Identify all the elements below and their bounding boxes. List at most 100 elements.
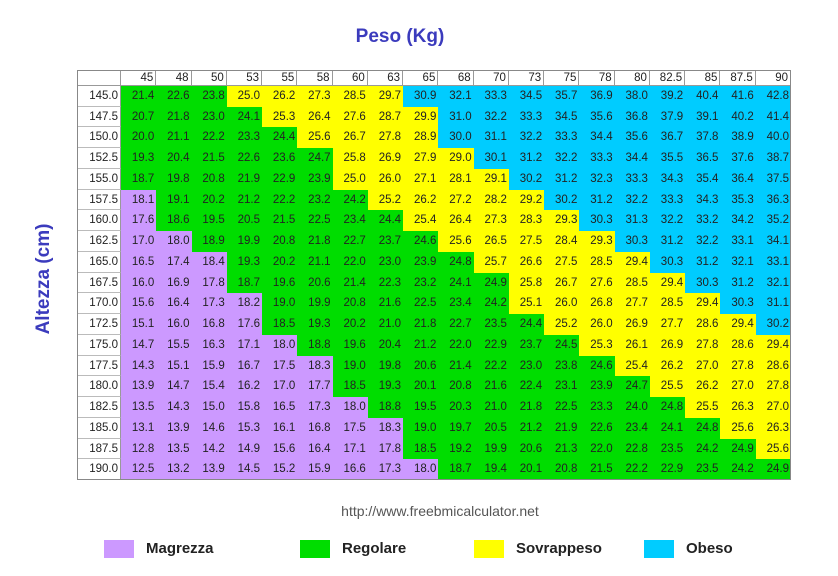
bmi-cell: 23.8 [191, 86, 227, 107]
bmi-cell: 31.3 [614, 210, 650, 232]
bmi-cell: 36.9 [579, 86, 615, 107]
weight-header: 53 [226, 70, 263, 86]
bmi-cell: 17.8 [191, 272, 227, 294]
bmi-cell: 35.5 [649, 148, 686, 169]
bmi-cell: 27.7 [649, 314, 686, 335]
legend-label: Obeso [686, 540, 733, 557]
source-url[interactable]: http://www.freebmicalculator.net [341, 503, 539, 519]
bmi-cell: 18.0 [262, 334, 298, 356]
bmi-cell: 40.2 [720, 106, 756, 128]
bmi-cell: 18.4 [191, 251, 227, 273]
bmi-cell: 25.2 [367, 189, 404, 211]
bmi-cell: 36.3 [755, 189, 791, 211]
bmi-cell: 30.2 [508, 168, 545, 190]
bmi-cell: 33.3 [614, 168, 650, 190]
weight-header: 80 [614, 70, 650, 86]
bmi-cell: 32.3 [579, 168, 615, 190]
bmi-cell: 32.1 [755, 272, 791, 294]
bmi-cell: 14.3 [156, 397, 192, 418]
bmi-cell: 31.0 [438, 106, 474, 128]
bmi-cell: 37.6 [720, 148, 756, 169]
bmi-cell: 20.6 [297, 272, 333, 294]
bmi-table: 45 48 50 53 55 58 60 63 65 68 70 73 75 78 80 82.5 85 87.5… [77, 70, 791, 480]
bmi-cell: 16.0 [121, 272, 157, 294]
bmi-cell: 25.1 [508, 293, 545, 315]
bmi-cell: 32.2 [685, 231, 721, 252]
bmi-cell: 18.3 [297, 355, 333, 377]
bmi-cell: 27.3 [473, 210, 509, 232]
bmi-cell: 24.9 [473, 272, 509, 294]
bmi-cell: 19.1 [156, 189, 192, 211]
bmi-cell: 23.7 [508, 334, 545, 356]
bmi-cell: 22.6 [579, 417, 615, 439]
bmi-cell: 32.1 [720, 251, 756, 273]
bmi-cell: 20.4 [156, 148, 192, 169]
bmi-cell: 17.6 [226, 314, 263, 335]
bmi-cell: 29.0 [438, 148, 474, 169]
bmi-cell: 22.8 [614, 438, 650, 460]
bmi-cell: 38.9 [720, 127, 756, 149]
bmi-cell: 27.8 [685, 334, 721, 356]
bmi-cell: 19.5 [403, 397, 439, 418]
weight-header: 78 [579, 70, 615, 86]
bmi-cell: 26.9 [649, 334, 686, 356]
bmi-cell: 17.5 [332, 417, 368, 439]
bmi-cell: 33.1 [720, 231, 756, 252]
bmi-cell: 23.0 [508, 355, 545, 377]
bmi-cell: 37.9 [649, 106, 686, 128]
bmi-cell: 25.0 [226, 86, 263, 107]
bmi-cell: 22.9 [262, 168, 298, 190]
bmi-cell: 14.7 [121, 334, 157, 356]
bmi-cell: 40.0 [755, 127, 791, 149]
bmi-cell: 24.7 [297, 148, 333, 169]
bmi-cell: 28.5 [614, 272, 650, 294]
bmi-cell: 19.2 [438, 438, 474, 460]
bmi-cell: 23.0 [191, 106, 227, 128]
height-row-label: 177.5 [77, 355, 121, 377]
bmi-cell: 29.3 [544, 210, 580, 232]
bmi-cell: 20.2 [262, 251, 298, 273]
bmi-cell: 33.3 [508, 106, 545, 128]
bmi-cell: 30.3 [614, 231, 650, 252]
height-row-label: 155.0 [77, 168, 121, 190]
bmi-cell: 22.6 [226, 148, 263, 169]
height-row-label: 152.5 [77, 148, 121, 169]
bmi-cell: 36.8 [614, 106, 650, 128]
bmi-cell: 26.0 [367, 168, 404, 190]
bmi-cell: 23.9 [297, 168, 333, 190]
bmi-cell: 41.6 [720, 86, 756, 107]
bmi-cell: 19.9 [297, 293, 333, 315]
bmi-cell: 41.4 [755, 106, 791, 128]
bmi-cell: 20.2 [332, 314, 368, 335]
bmi-cell: 23.5 [685, 459, 721, 480]
bmi-cell: 25.5 [649, 376, 686, 398]
bmi-cell: 21.8 [508, 397, 545, 418]
bmi-cell: 32.2 [508, 127, 545, 149]
bmi-cell: 16.5 [121, 251, 157, 273]
bmi-cell: 21.0 [473, 397, 509, 418]
bmi-cell: 25.3 [262, 106, 298, 128]
bmi-cell: 16.0 [156, 314, 192, 335]
bmi-cell: 15.0 [191, 397, 227, 418]
legend-swatch [300, 540, 330, 558]
bmi-cell: 21.1 [156, 127, 192, 149]
bmi-cell: 18.8 [297, 334, 333, 356]
bmi-cell: 25.4 [403, 210, 439, 232]
bmi-cell: 14.3 [121, 355, 157, 377]
bmi-cell: 24.5 [544, 334, 580, 356]
bmi-cell: 13.2 [156, 459, 192, 480]
bmi-cell: 26.0 [579, 314, 615, 335]
bmi-cell: 18.7 [438, 459, 474, 480]
bmi-cell: 17.1 [332, 438, 368, 460]
bmi-cell: 20.5 [226, 210, 263, 232]
bmi-cell: 29.4 [720, 314, 756, 335]
bmi-cell: 18.9 [191, 231, 227, 252]
bmi-cell: 26.9 [614, 314, 650, 335]
bmi-cell: 28.5 [332, 86, 368, 107]
bmi-cell: 32.2 [614, 189, 650, 211]
bmi-cell: 34.3 [649, 168, 686, 190]
bmi-cell: 28.4 [544, 231, 580, 252]
bmi-cell: 27.6 [579, 272, 615, 294]
bmi-cell: 18.1 [121, 189, 157, 211]
bmi-cell: 39.2 [649, 86, 686, 107]
